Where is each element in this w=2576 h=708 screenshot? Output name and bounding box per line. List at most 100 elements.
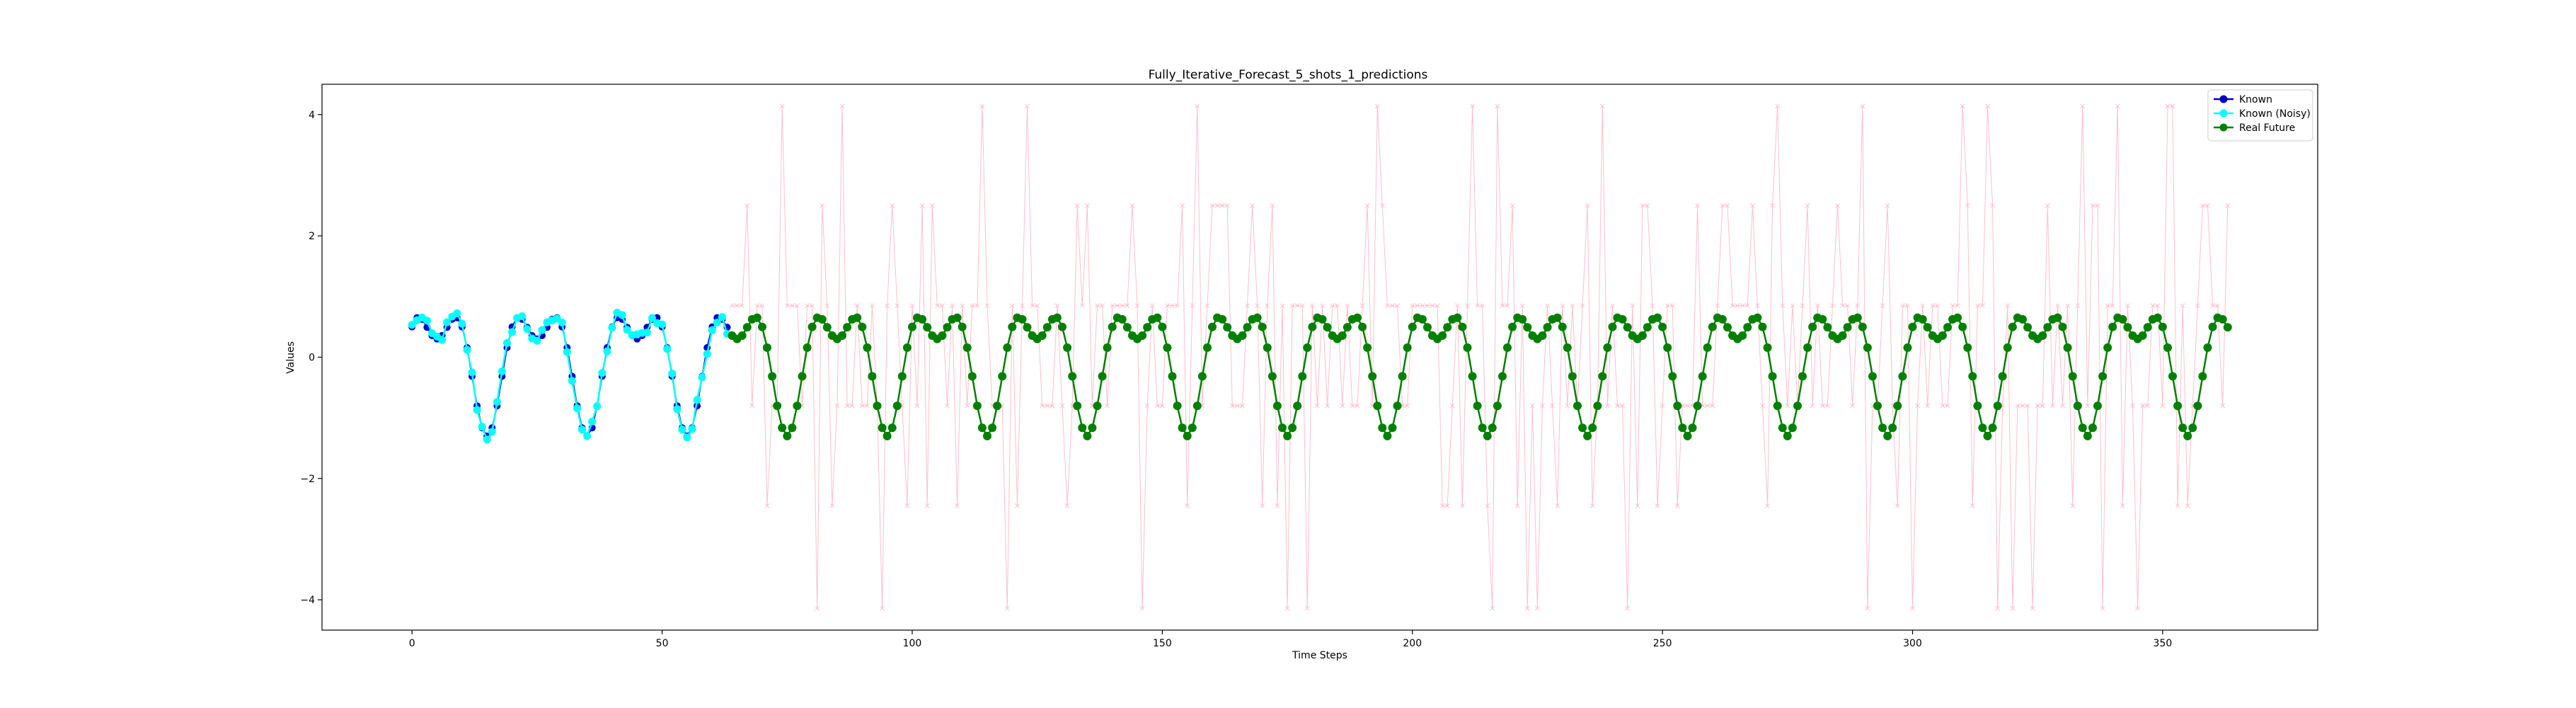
prediction-point (1170, 303, 1175, 309)
prediction-point (2005, 303, 2011, 309)
prediction-point (2180, 303, 2185, 309)
known-noisy-point (483, 435, 491, 444)
real-future-point (943, 323, 952, 332)
prediction-point (1530, 403, 1535, 409)
prediction-point (1730, 303, 1735, 309)
known-noisy-point (558, 319, 566, 327)
real-future-point (858, 322, 867, 331)
prediction-point (885, 303, 890, 309)
prediction-point (1340, 403, 1345, 409)
y-axis-label: Values (285, 341, 297, 374)
prediction-point (790, 303, 795, 309)
real-future-point (2053, 313, 2062, 322)
known-noisy-point (643, 329, 651, 337)
prediction-point (929, 202, 935, 208)
prediction-point (2040, 403, 2045, 409)
prediction-point (1280, 303, 1285, 309)
real-future-point (972, 401, 982, 411)
prediction-point (2160, 403, 2166, 409)
prediction-point (1180, 202, 1185, 208)
known-noisy-point (493, 398, 501, 406)
real-future-point (1888, 423, 1897, 433)
real-future-point (763, 343, 771, 352)
prediction-point (1894, 503, 1900, 508)
real-future-point (1773, 401, 1782, 411)
known-noisy-point (683, 433, 691, 442)
prediction-point (1640, 202, 1645, 208)
real-future-point (1368, 372, 1377, 381)
real-future-point (1192, 401, 1202, 411)
real-future-point (1478, 423, 1487, 433)
real-future-point (1498, 372, 1507, 381)
real-future-point (1143, 323, 1152, 332)
prediction-point (1299, 303, 1305, 309)
real-future-point (1563, 343, 1572, 352)
prediction-point (1514, 503, 1520, 508)
prediction-point (1045, 403, 1050, 409)
prediction-point (1580, 303, 1585, 309)
prediction-point (1980, 303, 1985, 309)
prediction-point (1465, 303, 1470, 309)
prediction-point (740, 303, 745, 309)
real-future-point (1218, 315, 1227, 324)
prediction-point (1284, 605, 1290, 611)
real-future-point (1438, 331, 1447, 340)
prediction-point (2070, 503, 2076, 508)
real-future-point (817, 315, 827, 324)
real-future-point (1898, 372, 1907, 381)
real-future-point (1272, 401, 1282, 411)
known-noisy-point (708, 326, 716, 334)
prediction-point (1785, 403, 1790, 409)
prediction-point (979, 103, 985, 109)
real-future-point (2058, 322, 2067, 331)
known-noisy-point (498, 367, 506, 375)
prediction-line (732, 105, 2229, 609)
prediction-point (1439, 503, 1445, 508)
prediction-point (2155, 303, 2161, 309)
real-future-point (1843, 323, 1852, 332)
prediction-point (1845, 303, 1850, 309)
real-future-point (788, 423, 797, 433)
prediction-point (1149, 303, 1155, 309)
prediction-point (1265, 303, 1270, 309)
prediction-point (2115, 103, 2120, 109)
real-future-point (1508, 322, 1517, 331)
real-future-point (1753, 313, 1762, 322)
real-future-point (2173, 401, 2183, 411)
real-future-point (1383, 431, 1392, 440)
real-future-point (1893, 401, 1902, 411)
real-future-point (773, 401, 782, 411)
prediction-point (859, 403, 865, 409)
prediction-point (1064, 503, 1070, 508)
known-noisy-point (563, 348, 571, 356)
prediction-point (1664, 303, 1670, 309)
y-tick-label: 4 (309, 110, 315, 121)
x-tick-label: 250 (1653, 638, 1672, 649)
real-future-point (1197, 372, 1207, 381)
known-noisy-point (468, 368, 476, 377)
x-tick-label: 0 (409, 638, 415, 649)
prediction-point (1165, 303, 1170, 309)
real-future-point (1003, 343, 1012, 352)
prediction-point (1625, 605, 1631, 611)
prediction-point (1835, 202, 1840, 208)
real-future-point (1763, 343, 1772, 352)
real-future-point (892, 401, 902, 411)
prediction-point (1379, 202, 1385, 208)
prediction-point (2075, 303, 2081, 309)
real-future-point (1073, 401, 1082, 411)
prediction-point (1585, 202, 1590, 208)
real-future-point (2153, 313, 2162, 322)
prediction-point (2200, 202, 2205, 208)
prediction-point (2090, 202, 2095, 208)
real-future-point (1998, 372, 2007, 381)
prediction-point (970, 303, 975, 309)
known-noisy-point (673, 405, 682, 413)
prediction-point (1315, 403, 1320, 409)
x-tick-label: 50 (656, 638, 669, 649)
prediction-point (1960, 103, 1965, 109)
known-noisy-point (668, 370, 677, 378)
real-future-point (2223, 323, 2232, 332)
prediction-point (1925, 403, 1931, 409)
